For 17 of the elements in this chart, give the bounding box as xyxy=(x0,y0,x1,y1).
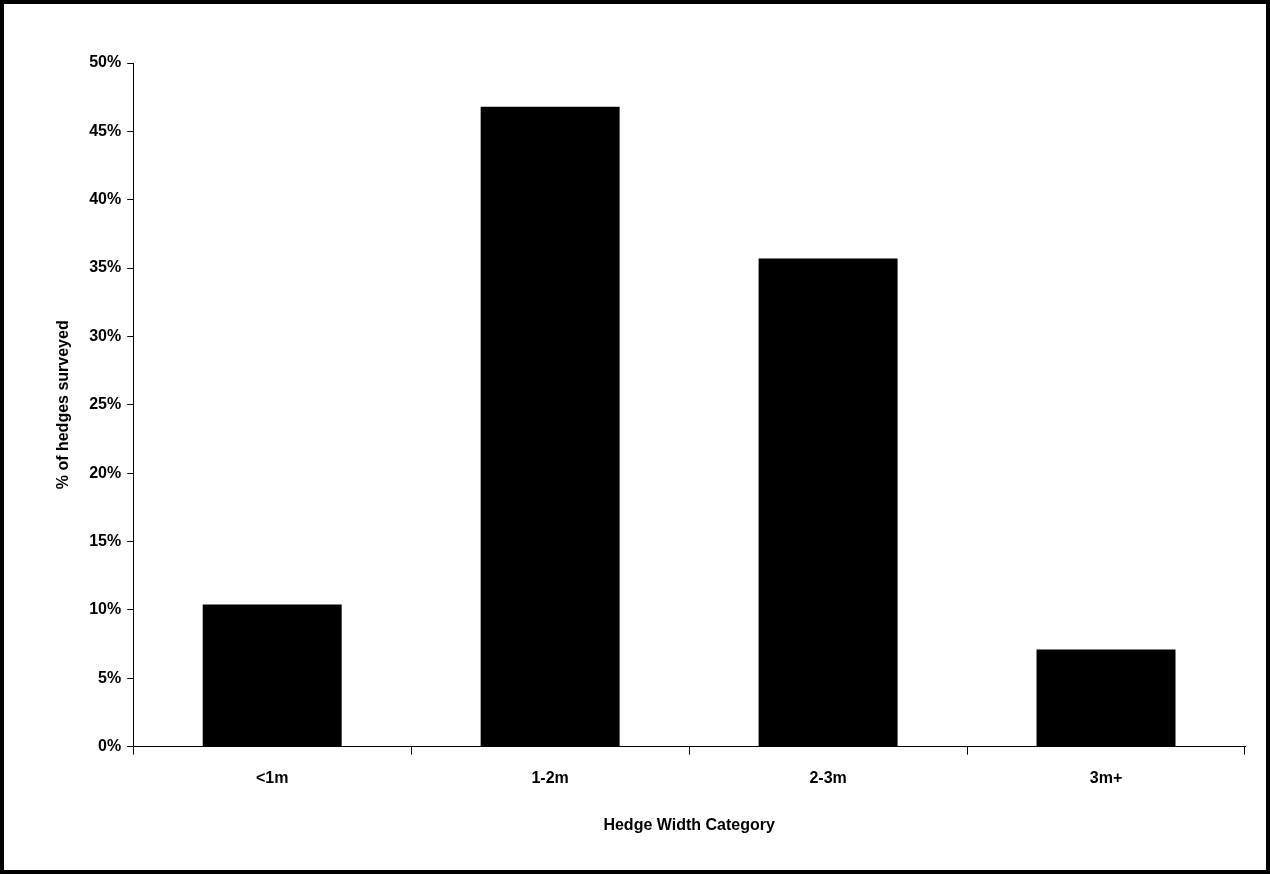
x-tick-label: 1-2m xyxy=(531,768,569,786)
y-tick-label: 20% xyxy=(89,463,122,481)
y-tick-label: 10% xyxy=(89,600,122,618)
y-axis-title: % of hedges surveyed xyxy=(54,320,72,490)
y-tick-label: 30% xyxy=(89,326,122,344)
y-tick-label: 15% xyxy=(89,531,122,549)
y-tick-label: 45% xyxy=(89,121,122,139)
y-tick-label: 25% xyxy=(89,395,122,413)
y-tick-label: 50% xyxy=(89,53,122,71)
y-tick-label: 0% xyxy=(98,737,122,755)
x-tick-label: 3m+ xyxy=(1089,768,1123,786)
x-tick-label: 2-3m xyxy=(809,768,847,786)
y-tick-label: 5% xyxy=(98,668,122,686)
x-axis-title: Hedge Width Category xyxy=(603,815,775,833)
y-tick-label: 35% xyxy=(89,258,122,276)
y-tick-label: 40% xyxy=(89,190,122,208)
x-tick-label: <1m xyxy=(255,768,289,786)
